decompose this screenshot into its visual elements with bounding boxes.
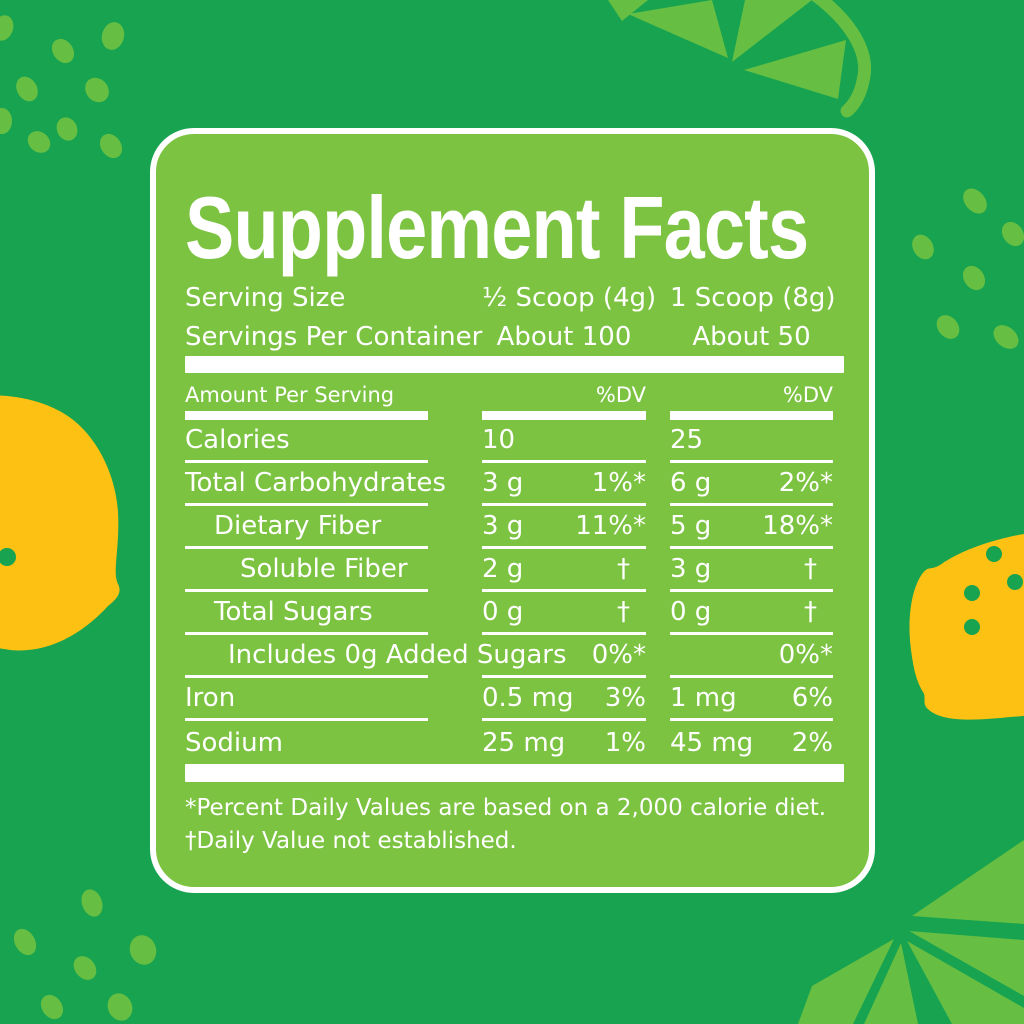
dv-col1: 11%* <box>575 511 646 541</box>
dv-col2: 2%* <box>778 468 833 498</box>
serving-size-label: Serving Size <box>185 282 346 313</box>
table-row-added-sugars: Includes 0g Added Sugars 0%* 0%* <box>185 635 845 678</box>
servings-count-full-scoop: About 50 <box>692 321 811 352</box>
amount-col2: 45 mg <box>670 727 754 758</box>
dv-col1: 1% <box>604 727 646 758</box>
dv-header-col2: %DV <box>782 383 833 407</box>
amount-col1: 25 mg <box>482 727 566 758</box>
seed-dots-top-left <box>0 15 125 159</box>
nutrient-name: Total Sugars <box>185 592 428 635</box>
footnote-daily-values: *Percent Daily Values are based on a 2,0… <box>185 795 827 821</box>
servings-per-container-row: Servings Per Container About 100 About 5… <box>185 317 845 356</box>
lemon-icon-right <box>909 534 1024 720</box>
nutrient-name: Soluble Fiber <box>185 549 428 592</box>
lime-wedge-icon-top-right <box>608 0 872 118</box>
amount-col1: 0.5 mg <box>482 683 574 713</box>
nutrient-name: Total Carbohydrates <box>185 463 446 506</box>
footnotes: *Percent Daily Values are based on a 2,0… <box>185 792 845 858</box>
nutrient-name: Sodium <box>185 727 283 758</box>
dv-col2: 6% <box>791 683 833 713</box>
serving-size-full-scoop: 1 Scoop (8g) <box>670 282 836 313</box>
amount-per-serving-label: Amount Per Serving <box>185 383 395 407</box>
amount-col2: 0 g <box>670 597 712 627</box>
amount-col1: 0 g <box>482 597 524 627</box>
lime-wedge-icon-bottom-right <box>798 840 1024 1024</box>
table-row-sodium: Sodium 25 mg 1% 45 mg 2% <box>185 721 845 764</box>
dv-col1: † <box>617 597 630 627</box>
dv-col1: 3% <box>604 683 646 713</box>
amount-col2: 3 g <box>670 554 712 584</box>
panel-title: Supplement Facts <box>185 178 809 277</box>
serving-size-half-scoop: ½ Scoop (4g) <box>482 282 657 313</box>
dv-col2: † <box>804 597 817 627</box>
table-row-iron: Iron 0.5 mg 3% 1 mg 6% <box>185 678 845 721</box>
table-row-calories: Calories 10 25 <box>185 420 845 463</box>
seed-dots-bottom-left <box>13 889 157 1021</box>
amount-col1: 10 <box>482 425 516 455</box>
dv-col2: † <box>804 554 817 584</box>
amount-col1: 3 g <box>482 468 524 498</box>
amount-col1: 2 g <box>482 554 524 584</box>
nutrient-name: Calories <box>185 420 428 463</box>
table-row-dietary-fiber: Dietary Fiber 3 g 11%* 5 g 18%* <box>185 506 845 549</box>
seed-dots-right <box>912 188 1024 349</box>
nutrient-name: Dietary Fiber <box>185 506 428 549</box>
amount-col1: 3 g <box>482 511 524 541</box>
table-row-total-sugars: Total Sugars 0 g † 0 g † <box>185 592 845 635</box>
servings-count-half-scoop: About 100 <box>496 321 632 352</box>
table-row-total-carbohydrates: Total Carbohydrates 3 g 1%* 6 g 2%* <box>185 463 845 506</box>
dv-col1: † <box>617 554 630 584</box>
dv-col2: 2% <box>791 727 833 758</box>
amount-col2: 1 mg <box>670 683 737 713</box>
servings-per-container-label: Servings Per Container <box>185 321 483 352</box>
amount-col2: 6 g <box>670 468 712 498</box>
header-underline-bars <box>185 411 845 420</box>
amount-col2: 5 g <box>670 511 712 541</box>
serving-info: Serving Size ½ Scoop (4g) 1 Scoop (8g) S… <box>185 278 845 356</box>
nutrient-name: Iron <box>185 678 428 721</box>
table-column-header: Amount Per Serving %DV %DV <box>185 373 845 411</box>
lemon-icon-left <box>0 395 120 651</box>
divider-bar-bottom <box>185 764 844 782</box>
dv-col1: 0%* <box>591 640 646 670</box>
dv-col2: 18%* <box>762 511 833 541</box>
amount-col2: 25 <box>670 425 704 455</box>
nutrient-name: Includes 0g Added Sugars <box>185 635 567 678</box>
divider-bar-top <box>185 356 844 373</box>
footnote-not-established: †Daily Value not established. <box>185 828 517 854</box>
supplement-facts-panel: Supplement Facts Serving Size ½ Scoop (4… <box>150 128 875 893</box>
dv-col2: 0%* <box>778 640 833 670</box>
dv-col1: 1%* <box>591 468 646 498</box>
serving-size-row: Serving Size ½ Scoop (4g) 1 Scoop (8g) <box>185 278 845 317</box>
table-row-soluble-fiber: Soluble Fiber 2 g † 3 g † <box>185 549 845 592</box>
dv-header-col1: %DV <box>595 383 646 407</box>
